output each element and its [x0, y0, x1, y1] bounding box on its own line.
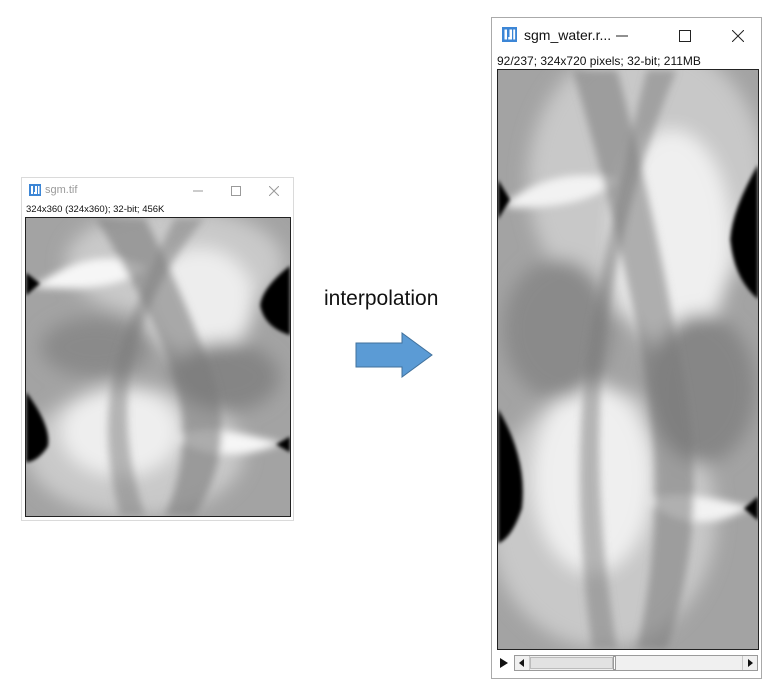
image-info: 92/237; 324x720 pixels; 32-bit; 211MB — [497, 54, 701, 68]
scroll-thumb[interactable] — [613, 656, 616, 670]
scroll-left-button[interactable] — [515, 656, 530, 670]
imagej-icon — [29, 184, 41, 196]
title-bar[interactable]: sgm_water.r... — [492, 18, 761, 52]
title-bar[interactable]: sgm.tif — [22, 178, 293, 203]
close-icon — [732, 30, 744, 42]
sinogram-image[interactable] — [25, 217, 291, 517]
maximize-button[interactable] — [222, 181, 250, 201]
scroll-progress — [530, 657, 613, 669]
slice-scrollbar[interactable] — [514, 655, 758, 671]
arrow-right-icon — [748, 659, 753, 667]
maximize-icon — [231, 186, 241, 196]
scroll-track[interactable] — [530, 656, 742, 670]
maximize-button[interactable] — [667, 24, 703, 48]
sinogram-window-original: sgm.tif 324x360 (324x360); 32-bit; 456K — [21, 177, 294, 521]
image-info: 324x360 (324x360); 32-bit; 456K — [26, 204, 165, 215]
sinogram-window-interpolated: sgm_water.r... 92/237; 324x720 pixels; 3… — [491, 17, 762, 679]
interpolation-label: interpolation — [324, 287, 439, 310]
close-button[interactable] — [720, 24, 756, 48]
imagej-icon — [502, 27, 517, 42]
minimize-button[interactable] — [184, 181, 212, 201]
window-title: sgm.tif — [45, 184, 78, 196]
close-button[interactable] — [260, 181, 288, 201]
minimize-icon — [616, 35, 628, 37]
play-icon[interactable] — [499, 657, 509, 669]
minimize-icon — [193, 190, 203, 192]
window-title: sgm_water.r... — [524, 27, 612, 43]
close-icon — [269, 186, 279, 196]
sinogram-image[interactable] — [497, 69, 759, 650]
minimize-button[interactable] — [604, 24, 640, 48]
maximize-icon — [679, 30, 691, 42]
right-arrow-icon — [355, 332, 433, 378]
scroll-right-button[interactable] — [742, 656, 757, 670]
arrow-left-icon — [519, 659, 524, 667]
slice-scroll-row — [497, 654, 759, 672]
